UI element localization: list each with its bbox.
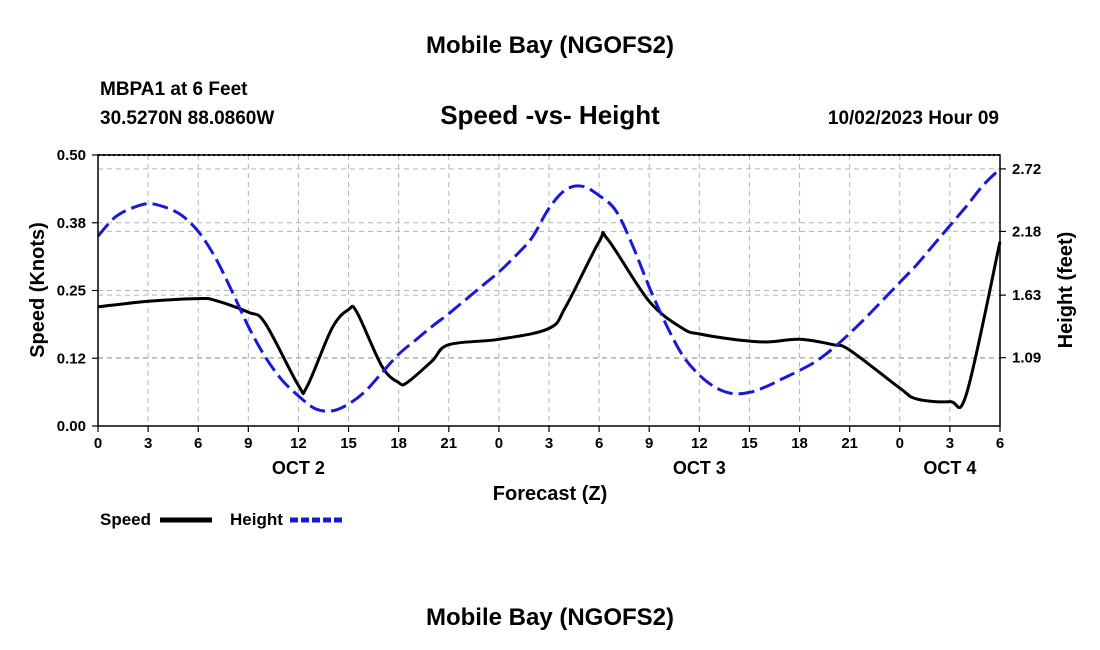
y2-tick-label: 1.09 xyxy=(1012,350,1041,367)
x-tick-label: 6 xyxy=(595,435,603,452)
station-label: MBPA1 at 6 Feet xyxy=(100,79,248,100)
height-series-line xyxy=(96,167,1002,413)
day-label: OCT 2 xyxy=(272,458,325,478)
footer-title: Mobile Bay (NGOFS2) xyxy=(426,604,674,631)
x-tick-label: 0 xyxy=(94,435,102,452)
x-tick-label: 12 xyxy=(691,435,708,452)
chart-subtitle: Speed -vs- Height xyxy=(440,100,660,130)
y-axis-label: Speed (Knots) xyxy=(27,222,49,358)
forecast-datetime: 10/02/2023 Hour 09 xyxy=(828,108,999,129)
x-tick-label: 0 xyxy=(495,435,503,452)
y2-tick-label: 1.63 xyxy=(1012,287,1041,304)
x-tick-label: 6 xyxy=(194,435,202,452)
x-tick-label: 3 xyxy=(946,435,954,452)
y-tick-label: 0.50 xyxy=(57,147,86,164)
x-tick-label: 9 xyxy=(645,435,653,452)
legend-speed-label: Speed xyxy=(100,510,151,529)
x-tick-label: 3 xyxy=(545,435,553,452)
x-tick-label: 18 xyxy=(791,435,808,452)
legend: Speed Height xyxy=(100,510,342,529)
station-coordinates: 30.5270N 88.0860W xyxy=(100,108,274,129)
y-tick-label: 0.12 xyxy=(57,350,86,367)
x-tick-label: 21 xyxy=(841,435,858,452)
x-axis-label: Forecast (Z) xyxy=(493,483,607,505)
y2-axis-label: Height (feet) xyxy=(1055,232,1077,349)
y2-tick-label: 2.72 xyxy=(1012,161,1041,178)
grid xyxy=(98,155,1000,426)
speed-series-line xyxy=(97,230,1002,410)
y-tick-label: 0.38 xyxy=(57,215,86,232)
x-tick-label: 6 xyxy=(996,435,1004,452)
y2-tick-label: 2.18 xyxy=(1012,223,1041,240)
chart-main-title: Mobile Bay (NGOFS2) xyxy=(426,32,674,59)
x-tick-label: 3 xyxy=(144,435,152,452)
x-tick-label: 15 xyxy=(741,435,758,452)
axes: 0 3 6 9 12 15 18 21 0 3 6 9 12 15 18 21 0 3 6 OCT 2 OCT 3 OCT… xyxy=(57,147,1041,478)
x-tick-label: 0 xyxy=(896,435,904,452)
day-label: OCT 3 xyxy=(673,458,726,478)
legend-height-label: Height xyxy=(230,510,283,529)
x-tick-label: 12 xyxy=(290,435,307,452)
x-tick-label: 18 xyxy=(390,435,407,452)
x-tick-label: 15 xyxy=(340,435,357,452)
x-tick-label: 21 xyxy=(440,435,457,452)
day-label: OCT 4 xyxy=(923,458,976,478)
series-layer xyxy=(96,167,1002,413)
y-tick-label: 0.25 xyxy=(57,283,86,300)
y-tick-label: 0.00 xyxy=(57,418,86,435)
x-tick-label: 9 xyxy=(244,435,252,452)
